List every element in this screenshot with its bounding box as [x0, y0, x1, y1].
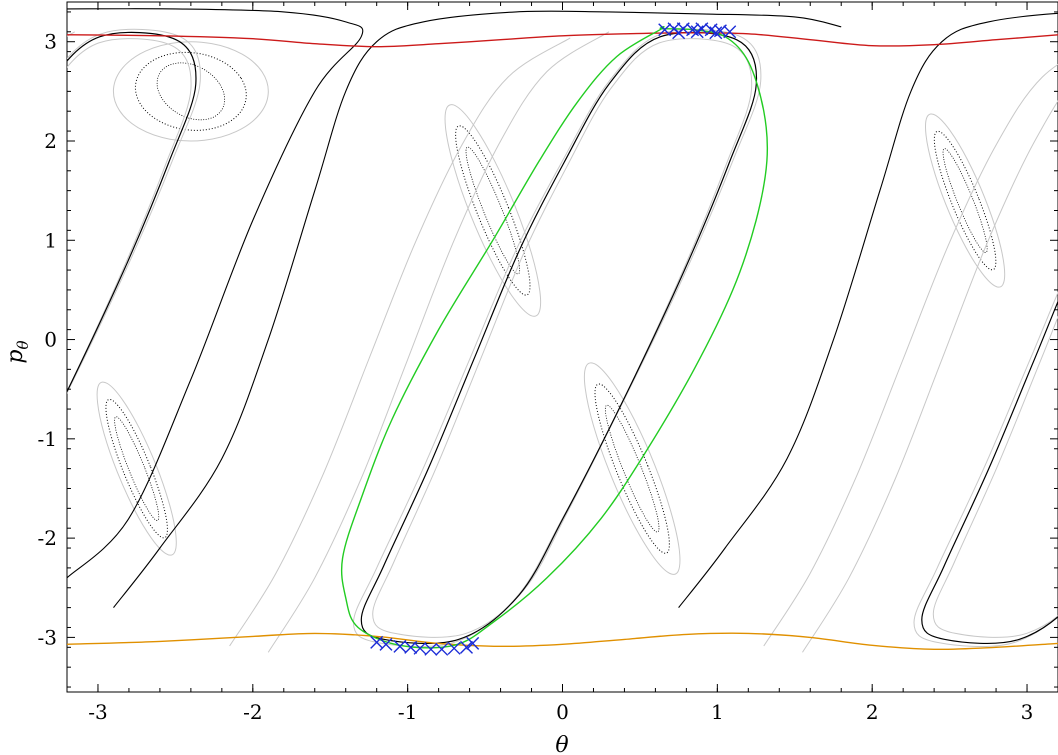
- marker-stroke-b: [672, 26, 686, 40]
- gray-sweep-1: [802, 100, 1058, 653]
- marker-stroke-b: [466, 636, 480, 650]
- series-3-marker: [709, 26, 723, 40]
- marker-stroke-b: [690, 25, 704, 39]
- gray-band-left: [67, 28, 201, 394]
- marker-stroke-b: [435, 642, 449, 656]
- island-outer-lower-left: [96, 381, 177, 556]
- plot-frame: [66, 1, 1058, 693]
- x-tick-label: 0: [556, 700, 569, 724]
- x-tick-label: -1: [398, 700, 417, 724]
- island-outer-lower-center: [583, 362, 681, 575]
- island-core-upper-left: [156, 62, 226, 121]
- marker-stroke-b: [709, 26, 723, 40]
- series-layer: [67, 22, 1058, 656]
- marker-stroke-b: [658, 23, 672, 37]
- tick-layer: -3 -2 -1 0 1 2 3 3 2 1 0 -1 -2 -3: [38, 2, 1058, 724]
- series-3-marker: [690, 25, 704, 39]
- gray-sweep-b-1: [763, 63, 1058, 647]
- y-tick-label: 1: [44, 228, 57, 252]
- marker-stroke-b: [686, 23, 700, 37]
- series-3-marker: [723, 25, 737, 39]
- series-3-marker: [466, 636, 480, 650]
- marker-stroke-b: [393, 639, 407, 653]
- x-tick-label: 2: [866, 700, 879, 724]
- gray-sweep-0: [267, 31, 610, 653]
- island-outer-upper-left: [112, 41, 269, 142]
- x-tick-label: -3: [88, 700, 107, 724]
- series-3-marker: [393, 639, 407, 653]
- y-tick-label: 3: [44, 30, 57, 54]
- gray-sweep-b-0: [229, 37, 571, 647]
- marker-stroke-b: [723, 25, 737, 39]
- gray-orbit-layer: [67, 28, 1058, 653]
- island-outer-upper-right: [925, 113, 1006, 288]
- x-axis-label: θ: [555, 733, 568, 755]
- chaotic-island-layer: [96, 41, 1006, 575]
- x-tick-label: 3: [1021, 700, 1034, 724]
- island-outer-upper-center: [444, 104, 542, 317]
- marker-stroke-b: [413, 641, 427, 655]
- series-3-marker: [424, 642, 438, 656]
- y-axis-label-subscript: θ: [14, 340, 32, 349]
- island-stipple-lower-center: [594, 383, 670, 554]
- black-sweep-2: [67, 8, 364, 579]
- series-3-marker: [447, 641, 461, 655]
- black-band-left: [67, 31, 197, 393]
- series-0-curve: [67, 32, 1058, 48]
- island-stipple-upper-center: [455, 125, 531, 296]
- gray-band-inner-center: [372, 38, 753, 638]
- series-3-marker: [379, 637, 393, 651]
- gray-band-inner-left: [67, 38, 192, 393]
- series-3-marker: [460, 640, 473, 654]
- y-tick-label: 2: [44, 129, 57, 153]
- series-2-curve: [340, 26, 769, 649]
- marker-stroke-b: [460, 640, 473, 654]
- series-3-marker: [413, 641, 427, 655]
- y-tick-label: -2: [38, 526, 57, 550]
- series-3-marker: [435, 642, 449, 656]
- gray-band-right: [913, 291, 1058, 648]
- series-3-marker: [672, 26, 686, 40]
- marker-stroke-b: [379, 637, 393, 651]
- black-sweep-1: [678, 12, 1058, 608]
- black-band-right: [921, 299, 1058, 645]
- black-sweep-0: [113, 10, 842, 608]
- marker-stroke-b: [447, 641, 461, 655]
- gray-sweep-2: [67, 31, 75, 37]
- marker-stroke-b: [424, 642, 438, 656]
- series-1-curve: [67, 632, 1058, 651]
- y-tick-label: 0: [44, 328, 57, 352]
- y-tick-label: -3: [38, 625, 57, 649]
- y-tick-label: -1: [38, 427, 57, 451]
- gray-band-inner-right: [932, 315, 1058, 638]
- x-tick-label: 1: [711, 700, 724, 724]
- y-axis-label: pθ: [3, 340, 32, 363]
- x-tick-label: -2: [243, 700, 262, 724]
